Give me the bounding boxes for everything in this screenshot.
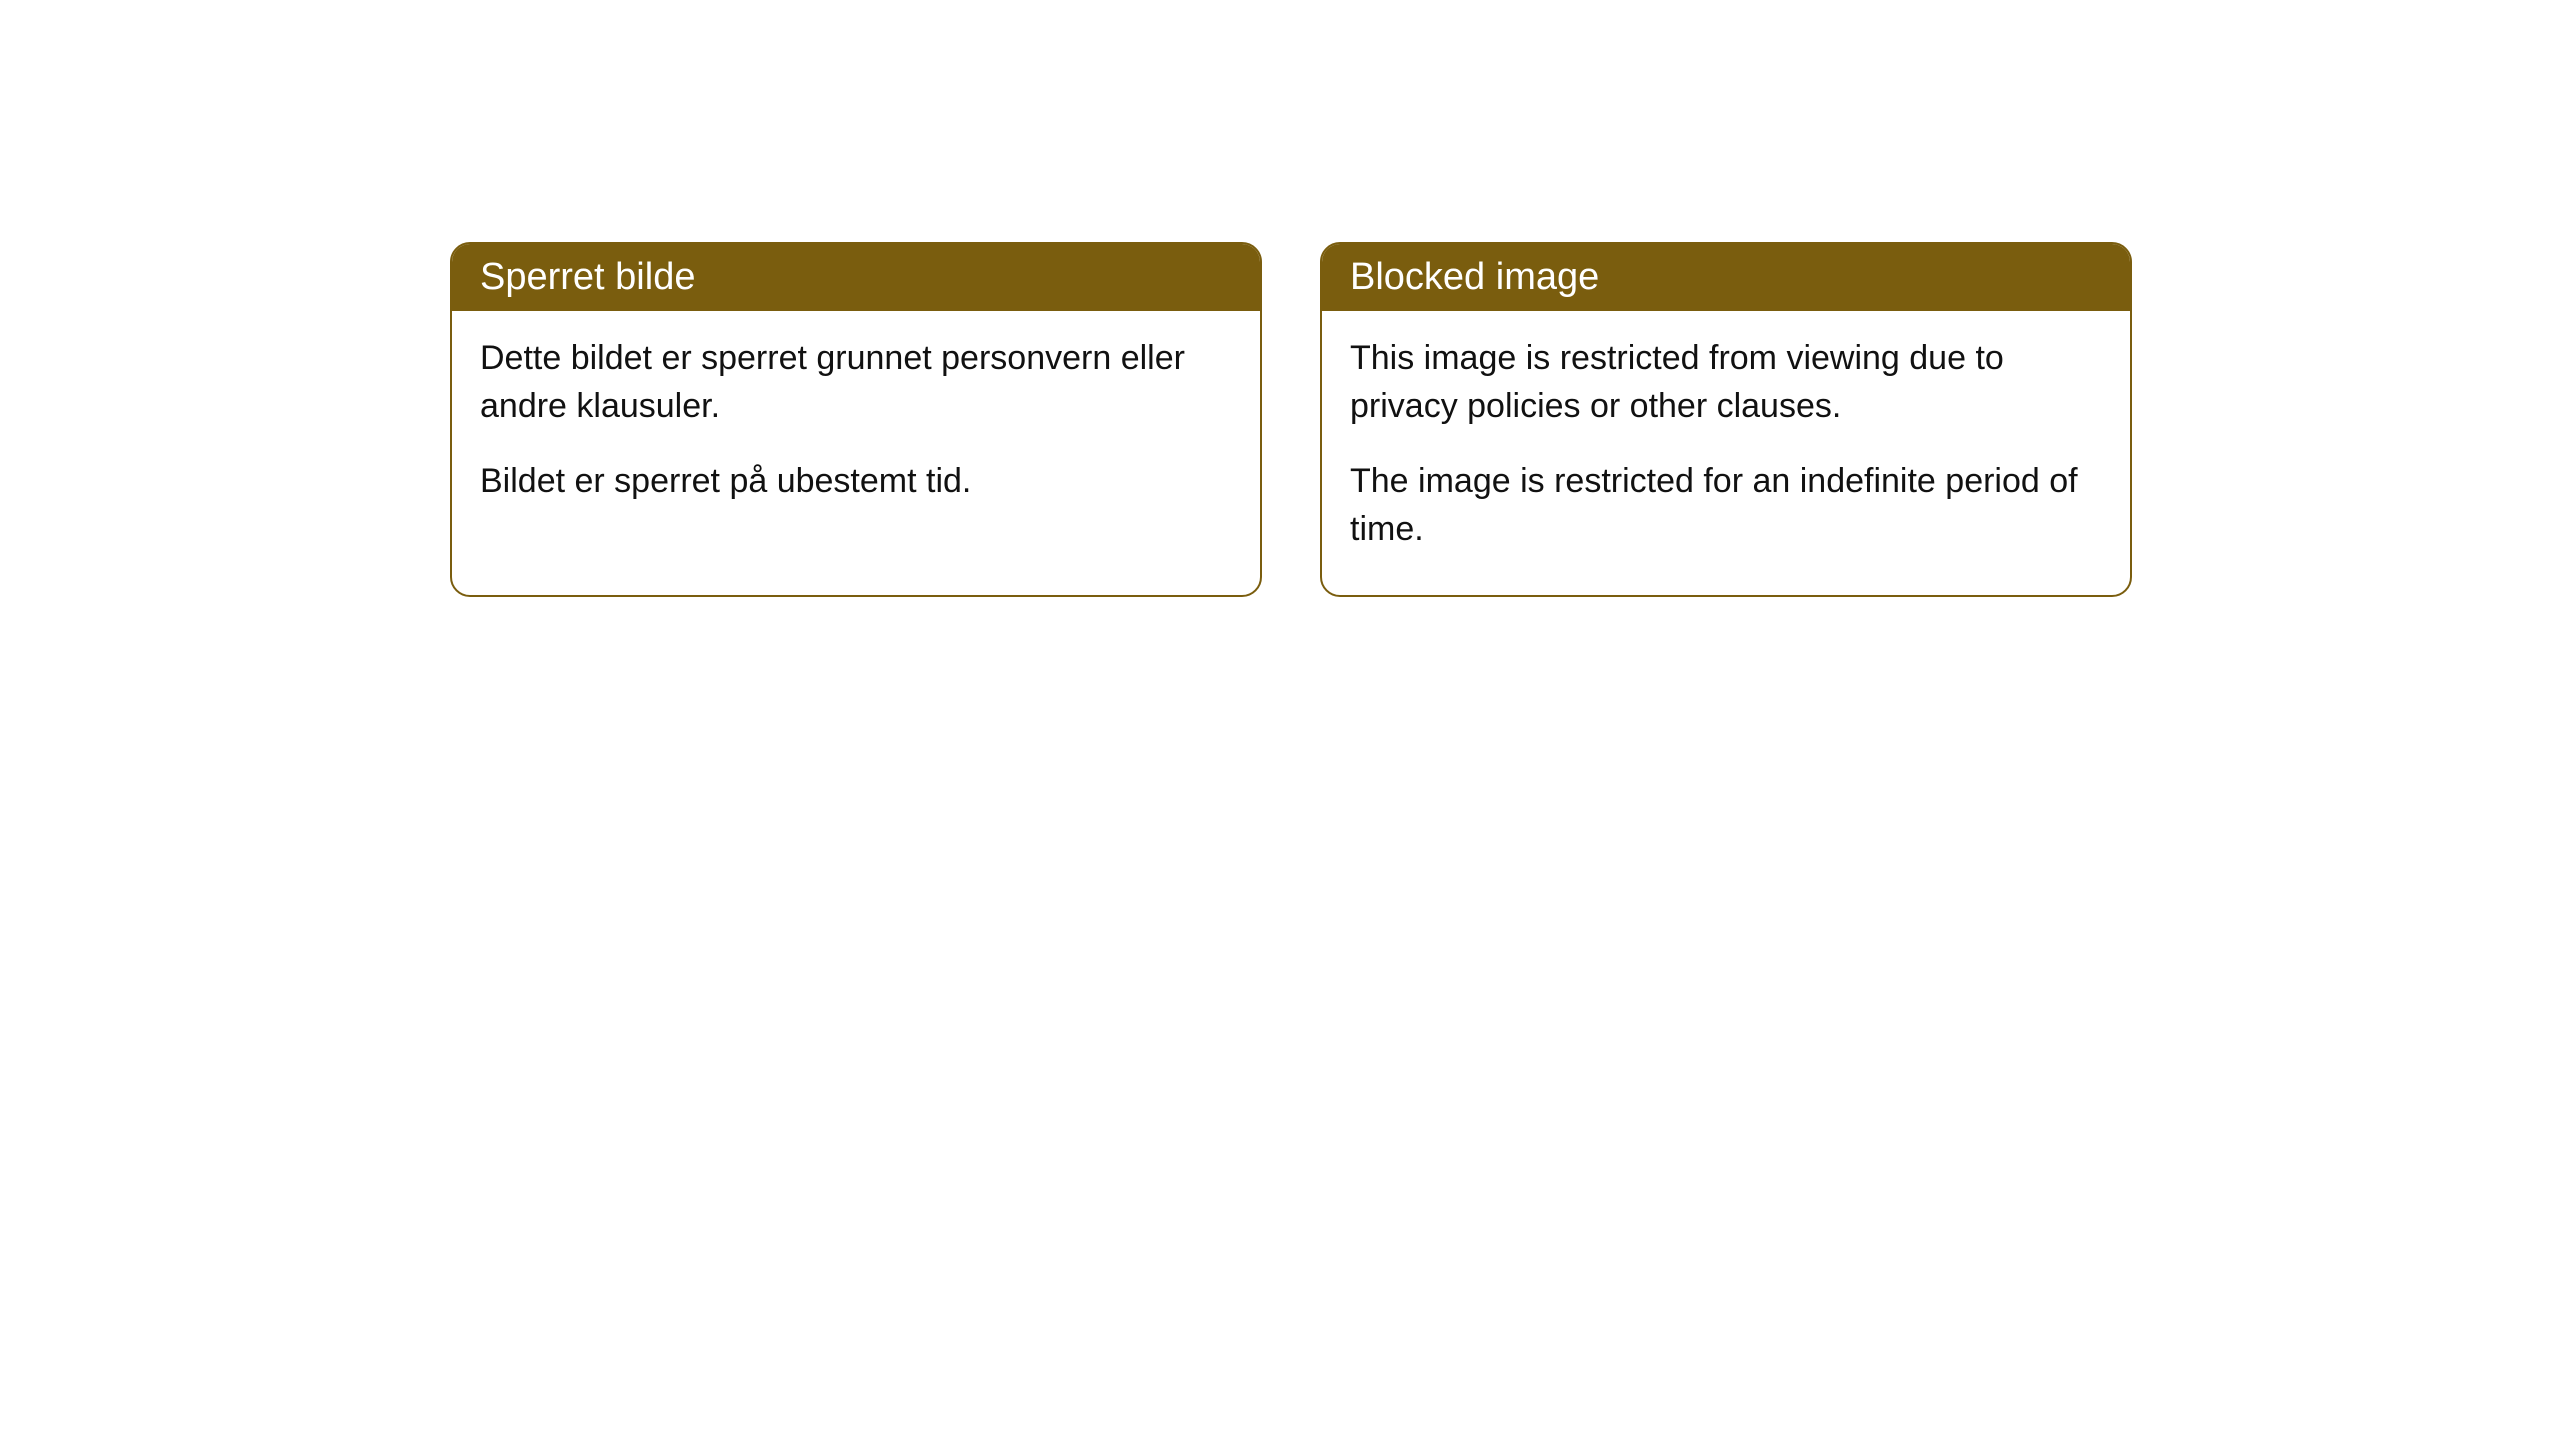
notice-card-english: Blocked image This image is restricted f… (1320, 242, 2132, 597)
notice-card-norwegian: Sperret bilde Dette bildet er sperret gr… (450, 242, 1262, 597)
notice-card-header: Sperret bilde (452, 244, 1260, 311)
notice-paragraph-2: Bildet er sperret på ubestemt tid. (480, 458, 1232, 506)
notice-paragraph-2: The image is restricted for an indefinit… (1350, 458, 2102, 553)
notice-card-header: Blocked image (1322, 244, 2130, 311)
notice-cards-container: Sperret bilde Dette bildet er sperret gr… (450, 242, 2132, 597)
notice-card-body: Dette bildet er sperret grunnet personve… (452, 311, 1260, 548)
notice-paragraph-1: Dette bildet er sperret grunnet personve… (480, 335, 1232, 430)
notice-paragraph-1: This image is restricted from viewing du… (1350, 335, 2102, 430)
notice-card-body: This image is restricted from viewing du… (1322, 311, 2130, 595)
